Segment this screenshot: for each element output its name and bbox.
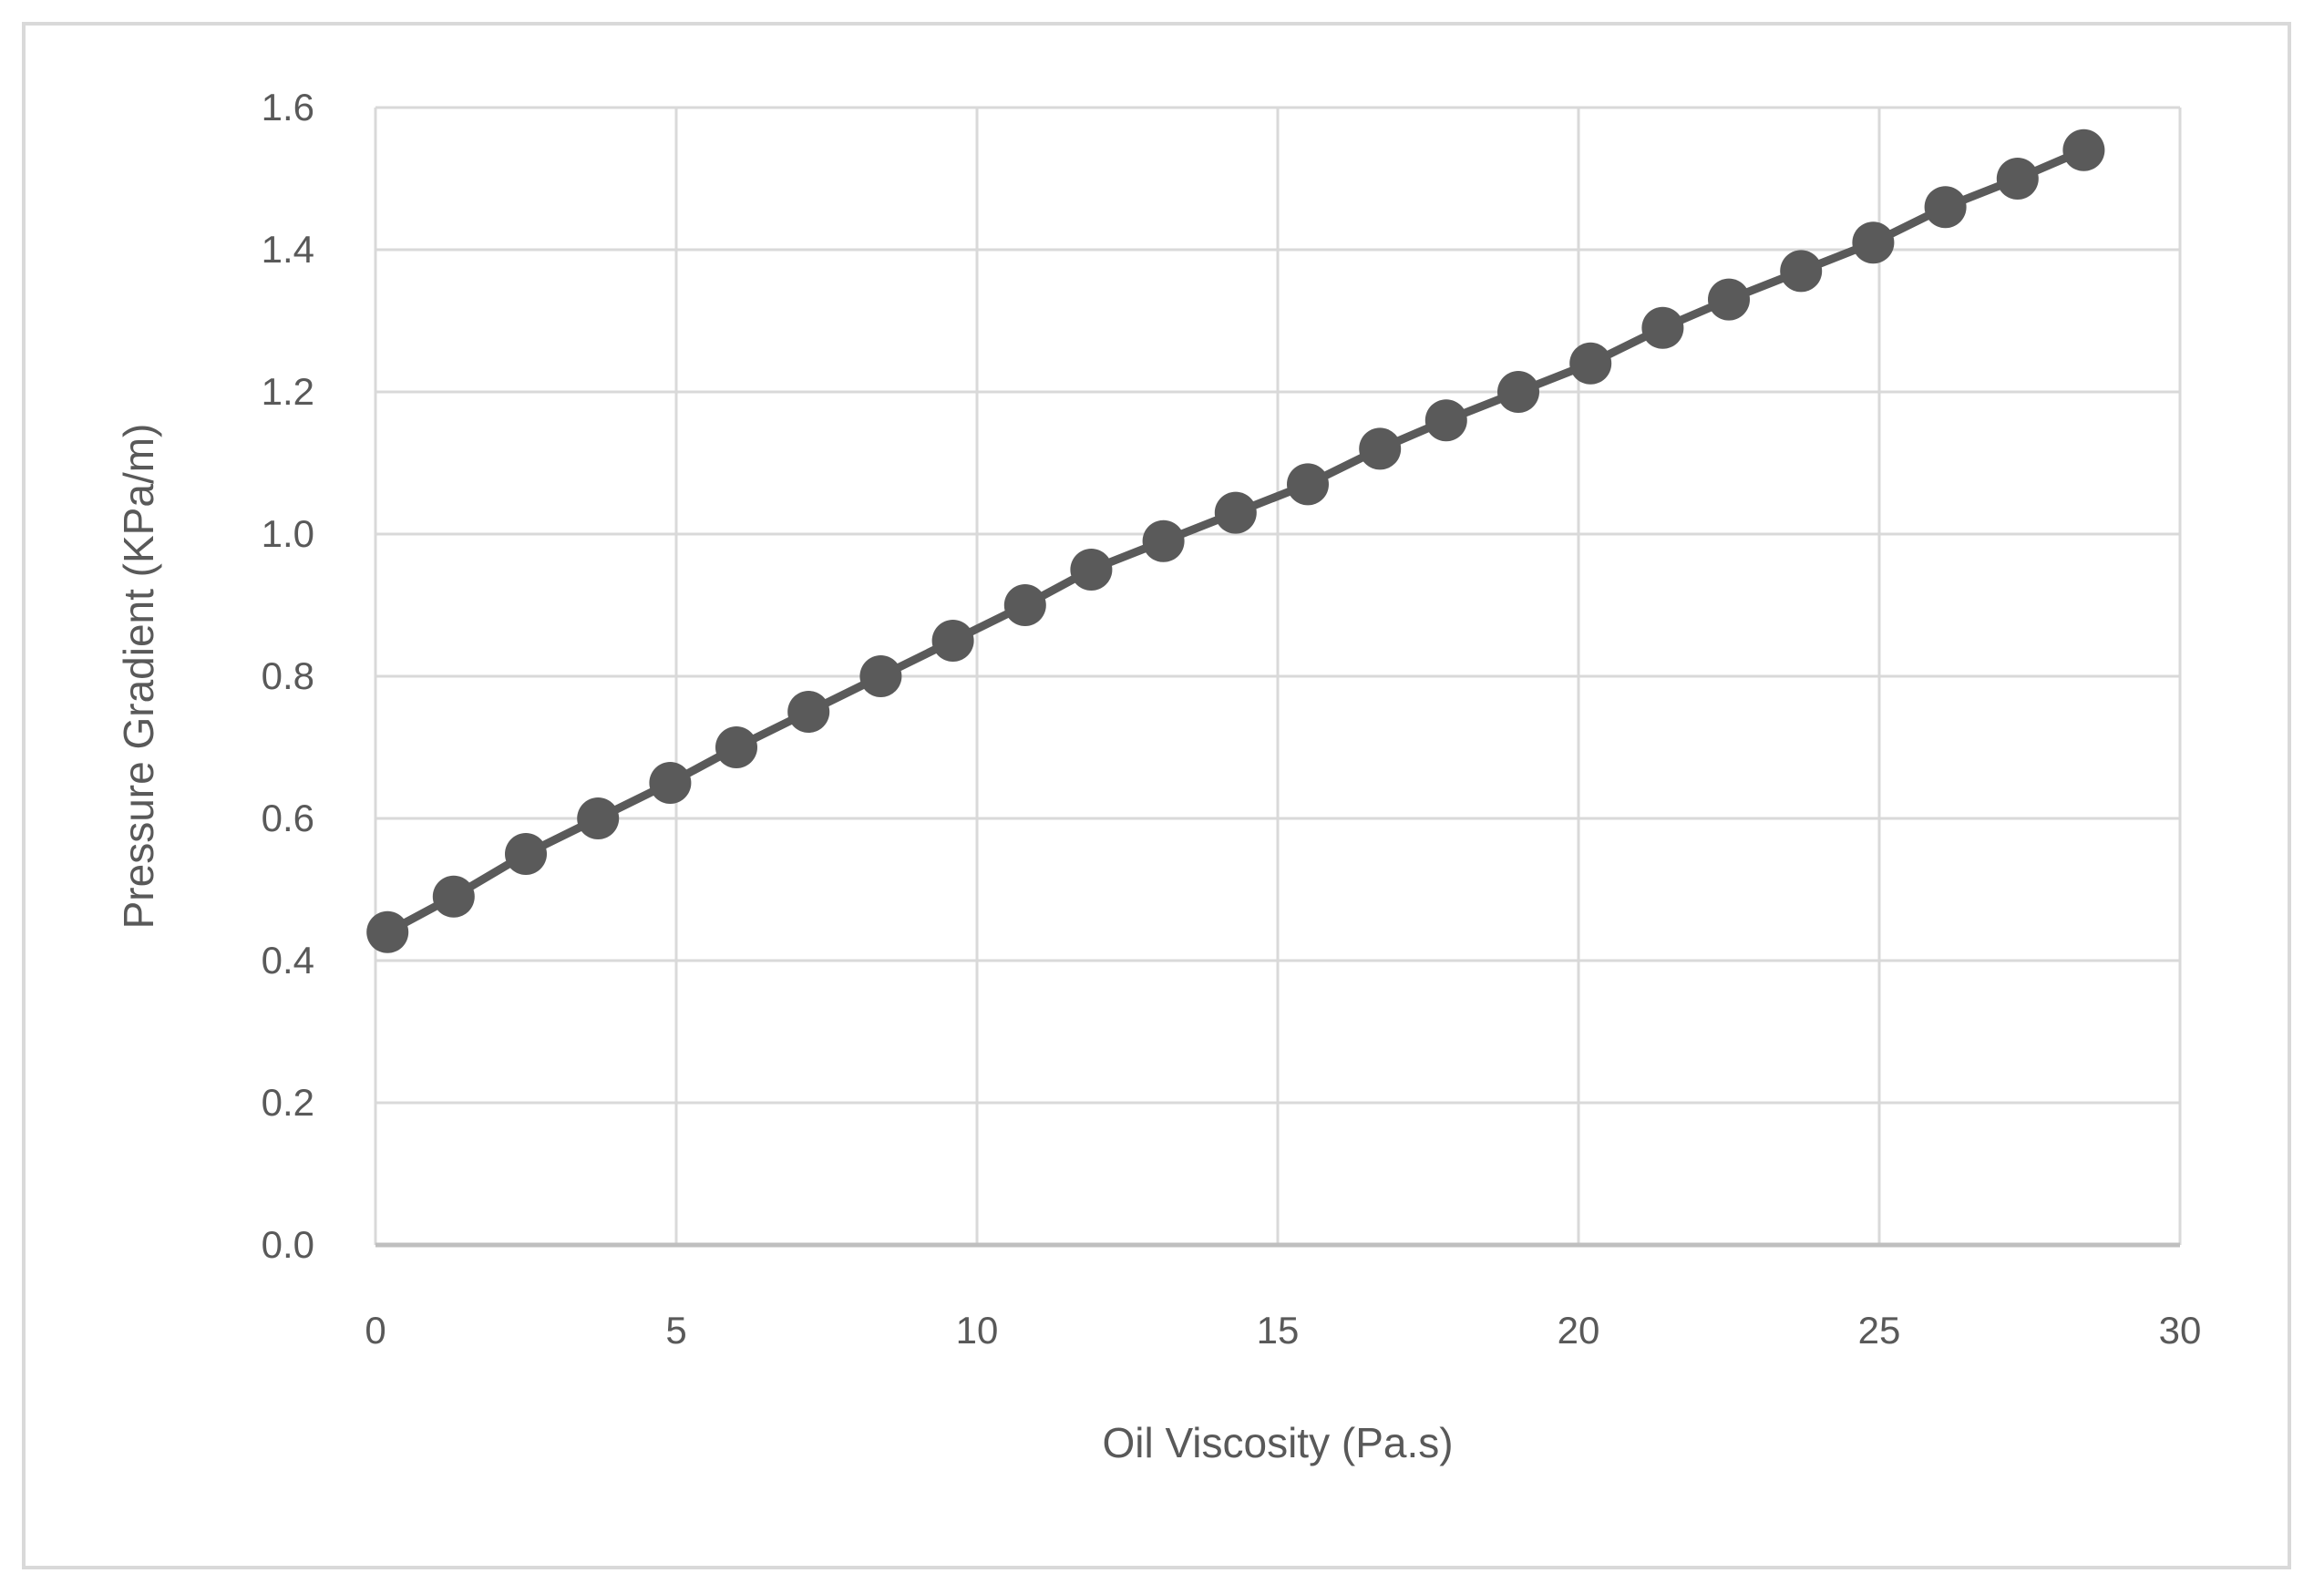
plot-area xyxy=(366,106,2182,1248)
data-point-marker xyxy=(1003,584,1046,626)
data-point-marker xyxy=(1924,186,1967,229)
x-axis-tick-label: 20 xyxy=(1557,1309,1600,1352)
data-point-marker xyxy=(1780,250,1823,293)
y-axis-tick-label: 1.0 xyxy=(261,512,314,555)
y-axis-tick-label: 0.8 xyxy=(261,654,314,697)
y-axis-tick-label: 1.4 xyxy=(261,228,314,271)
data-point-marker xyxy=(715,726,757,768)
chart-border-frame xyxy=(22,22,2291,1569)
series-line xyxy=(383,146,2088,937)
data-point-marker xyxy=(2062,129,2105,171)
data-point-marker xyxy=(1142,519,1185,562)
data-point-marker xyxy=(1852,221,1895,264)
data-point-marker xyxy=(1641,306,1684,349)
data-point-marker xyxy=(1497,371,1539,413)
data-point-marker xyxy=(787,691,830,733)
y-axis-tick-label: 0.6 xyxy=(261,797,314,839)
x-axis-title: Oil Viscosity (Pa.s) xyxy=(1102,1419,1454,1466)
y-axis-tick-label: 1.2 xyxy=(261,370,314,413)
data-point-marker xyxy=(432,875,475,918)
y-axis-tick-label: 0.4 xyxy=(261,939,314,982)
data-point-marker xyxy=(1424,399,1467,442)
data-point-marker xyxy=(859,655,902,697)
y-axis-tick-label: 0.0 xyxy=(261,1223,314,1266)
x-axis-tick-label: 0 xyxy=(365,1309,386,1352)
data-point-marker xyxy=(1708,278,1750,321)
x-axis-tick-label: 10 xyxy=(955,1309,999,1352)
x-axis-tick-label: 5 xyxy=(665,1309,687,1352)
data-point-marker xyxy=(1996,158,2039,200)
data-point-marker xyxy=(1359,427,1402,470)
y-axis-tick-label: 0.2 xyxy=(261,1081,314,1124)
data-point-marker xyxy=(649,762,692,804)
data-point-marker xyxy=(366,910,409,953)
data-point-marker xyxy=(1569,342,1612,385)
data-point-marker xyxy=(505,833,547,875)
y-axis-tick-label: 1.6 xyxy=(261,86,314,129)
data-point-marker xyxy=(1287,463,1329,506)
data-point-marker xyxy=(1214,491,1257,534)
x-axis-tick-label: 25 xyxy=(1857,1309,1901,1352)
line-chart-canvas xyxy=(366,106,2182,1248)
data-point-marker xyxy=(931,620,974,662)
x-axis-tick-label: 30 xyxy=(2158,1309,2202,1352)
data-point-marker xyxy=(577,797,620,839)
x-axis-tick-label: 15 xyxy=(1256,1309,1300,1352)
data-point-marker xyxy=(1070,549,1113,591)
